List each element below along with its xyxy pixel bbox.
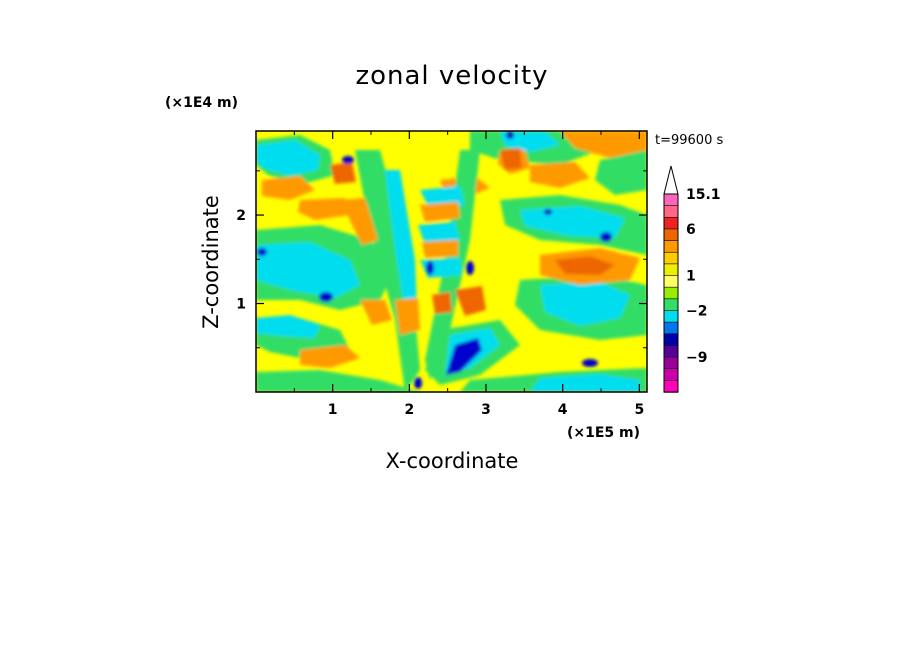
- contour-region: [455, 286, 486, 316]
- colorbar: 15.1 6 1 −2 −9: [663, 165, 721, 393]
- contour-region: [582, 359, 598, 367]
- x-tick-label: 4: [558, 402, 568, 418]
- y-axis-label: Z-coordinate: [199, 195, 223, 329]
- contour-region: [466, 261, 474, 275]
- contour-region: [422, 240, 458, 258]
- contour-region: [555, 256, 615, 275]
- contour-region: [395, 298, 420, 335]
- colorbar-band: [663, 251, 679, 265]
- contour-region: [257, 248, 267, 256]
- contour-field: [256, 131, 647, 392]
- contour-region: [530, 374, 640, 392]
- colorbar-label: 15.1: [686, 187, 721, 203]
- y-tick-label: 1: [236, 297, 246, 313]
- x-tick-label: 1: [328, 402, 338, 418]
- colorbar-band: [663, 193, 679, 207]
- contour-region: [426, 261, 434, 275]
- colorbar-band: [663, 356, 679, 370]
- colorbar-label: −2: [686, 303, 707, 319]
- contour-region: [500, 131, 560, 152]
- colorbar-band: [663, 240, 679, 253]
- plot-frame: [255, 130, 648, 393]
- colorbar-band: [663, 380, 679, 393]
- colorbar-band: [663, 216, 679, 230]
- contour-region: [360, 300, 392, 325]
- colorbar-band: [663, 298, 679, 312]
- colorbar-label: −9: [686, 350, 707, 366]
- y-tick-label: 2: [236, 208, 246, 224]
- colorbar-band: [663, 205, 679, 218]
- colorbar-frame: [663, 193, 679, 393]
- contour-region: [500, 148, 522, 170]
- x-multiplier: (×1E5 m): [567, 425, 640, 441]
- contour-region: [256, 370, 420, 392]
- contour-region: [540, 282, 630, 326]
- contour-region: [432, 292, 452, 314]
- colorbar-band: [663, 275, 679, 288]
- colorbar-band: [663, 345, 679, 358]
- time-label: t=99600 s: [655, 133, 723, 148]
- colorbar-label: 1: [686, 269, 696, 285]
- x-tick-label: 3: [481, 402, 491, 418]
- contour-region: [414, 377, 422, 389]
- colorbar-max-arrow: [663, 165, 679, 195]
- contour-region: [530, 162, 590, 188]
- x-axis-label: X-coordinate: [386, 449, 519, 473]
- contour-region: [256, 315, 320, 338]
- contour-region: [256, 140, 320, 176]
- colorbar-label: 6: [686, 222, 696, 238]
- contour-region: [340, 198, 378, 245]
- contour-region: [256, 242, 360, 298]
- colorbar-band: [663, 286, 679, 300]
- contour-region: [385, 170, 418, 330]
- contour-region: [544, 209, 552, 215]
- contour-region: [600, 232, 612, 242]
- colorbar-band: [663, 228, 679, 242]
- contour-region: [319, 292, 333, 302]
- colorbar-band: [663, 263, 679, 277]
- contour-region: [330, 162, 356, 184]
- contour-region: [300, 345, 360, 368]
- contour-region: [420, 202, 460, 222]
- y-multiplier: (×1E4 m): [165, 95, 238, 111]
- contour-region: [418, 222, 460, 245]
- axes: 1 2 3 4 5 1 2: [236, 131, 647, 418]
- x-tick-label: 2: [404, 402, 414, 418]
- colorbar-band: [663, 321, 679, 335]
- contour-region: [595, 150, 647, 195]
- chart-title: zonal velocity: [355, 61, 548, 91]
- colorbar-band: [663, 333, 679, 347]
- colorbar-band: [663, 310, 679, 323]
- contour-region: [446, 338, 482, 375]
- contour-region: [506, 131, 514, 139]
- contour-region: [560, 131, 647, 158]
- contour-region: [262, 176, 315, 200]
- x-tick-label: 5: [634, 402, 644, 418]
- contour-region: [298, 198, 350, 220]
- contour-region: [342, 156, 354, 164]
- colorbar-band: [663, 368, 679, 382]
